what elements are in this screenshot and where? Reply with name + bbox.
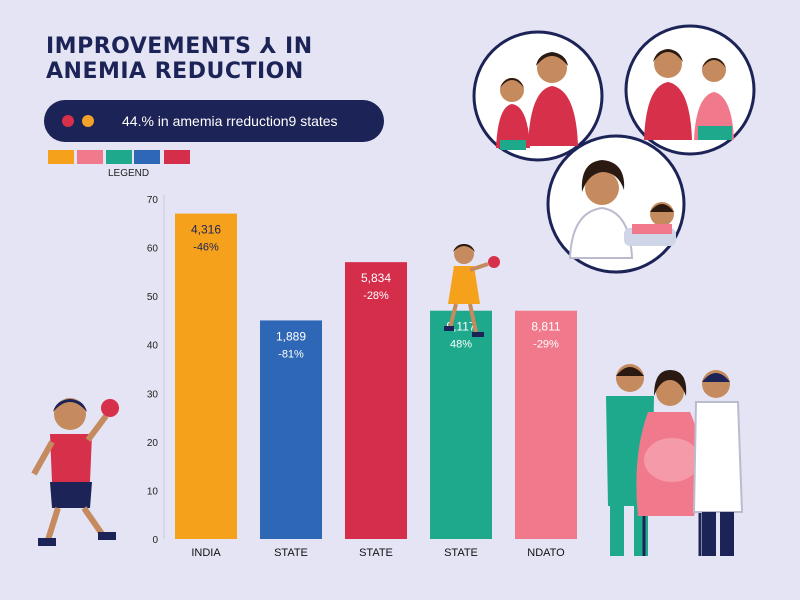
bar xyxy=(345,262,407,539)
banner-text: 44.% in amemia rreduction9 states xyxy=(122,113,338,129)
legend-swatch-blue xyxy=(134,150,160,164)
title-line-1: IMPROVEMENTS ⅄ IN xyxy=(46,34,313,59)
x-category-label: NDATO xyxy=(527,547,565,559)
bar-value-label: 4,316 xyxy=(191,223,221,237)
bar-percent-label: -81% xyxy=(278,348,304,360)
boy-running-with-apple-illustration xyxy=(31,398,119,546)
y-tick-label: 30 xyxy=(147,389,159,400)
y-tick-label: 40 xyxy=(147,341,159,352)
y-tick-label: 0 xyxy=(152,535,158,546)
summary-banner: 44.% in amemia rreduction9 states xyxy=(44,100,384,142)
x-category-label: INDIA xyxy=(191,547,221,559)
legend-swatch-red xyxy=(164,150,190,164)
bar-percent-label: 48% xyxy=(450,339,472,351)
bar-value-label: 5,834 xyxy=(361,271,391,285)
bar xyxy=(515,310,577,539)
orange-dot-icon xyxy=(82,115,94,127)
bar xyxy=(260,320,322,539)
legend-swatch-pink xyxy=(77,150,103,164)
nurse-and-patient-illustration xyxy=(546,134,686,274)
bar xyxy=(430,310,492,539)
mother-and-child-illustration xyxy=(624,24,756,156)
bar-value-label: 8,811 xyxy=(531,320,560,334)
x-category-label: STATE xyxy=(444,547,478,559)
y-tick-label: 10 xyxy=(147,486,159,497)
chart-title: IMPROVEMENTS ⅄ IN ANEMIA REDUCTION xyxy=(46,34,313,84)
pregnant-woman-with-doctors-illustration xyxy=(606,364,744,556)
bar-percent-label: -29% xyxy=(533,339,559,351)
legend-swatch-teal xyxy=(106,150,132,164)
x-category-label: STATE xyxy=(359,547,393,559)
y-tick-label: 50 xyxy=(147,292,159,303)
bar-value-label: 1,889 xyxy=(276,329,306,343)
bar-percent-label: -28% xyxy=(363,290,389,302)
legend-label: LEGEND xyxy=(108,168,150,179)
y-tick-label: 20 xyxy=(147,438,159,449)
boy-and-mother-illustration xyxy=(472,30,604,162)
y-tick-label: 60 xyxy=(147,244,159,255)
bar xyxy=(175,213,237,540)
legend-swatch-orange xyxy=(48,150,74,164)
title-line-2: ANEMIA REDUCTION xyxy=(46,59,304,84)
red-dot-icon xyxy=(62,115,74,127)
y-tick-label: 70 xyxy=(147,195,159,206)
x-category-label: STATE xyxy=(274,547,308,559)
girl-with-apple-illustration xyxy=(444,244,500,337)
bar-percent-label: -46% xyxy=(193,242,219,254)
